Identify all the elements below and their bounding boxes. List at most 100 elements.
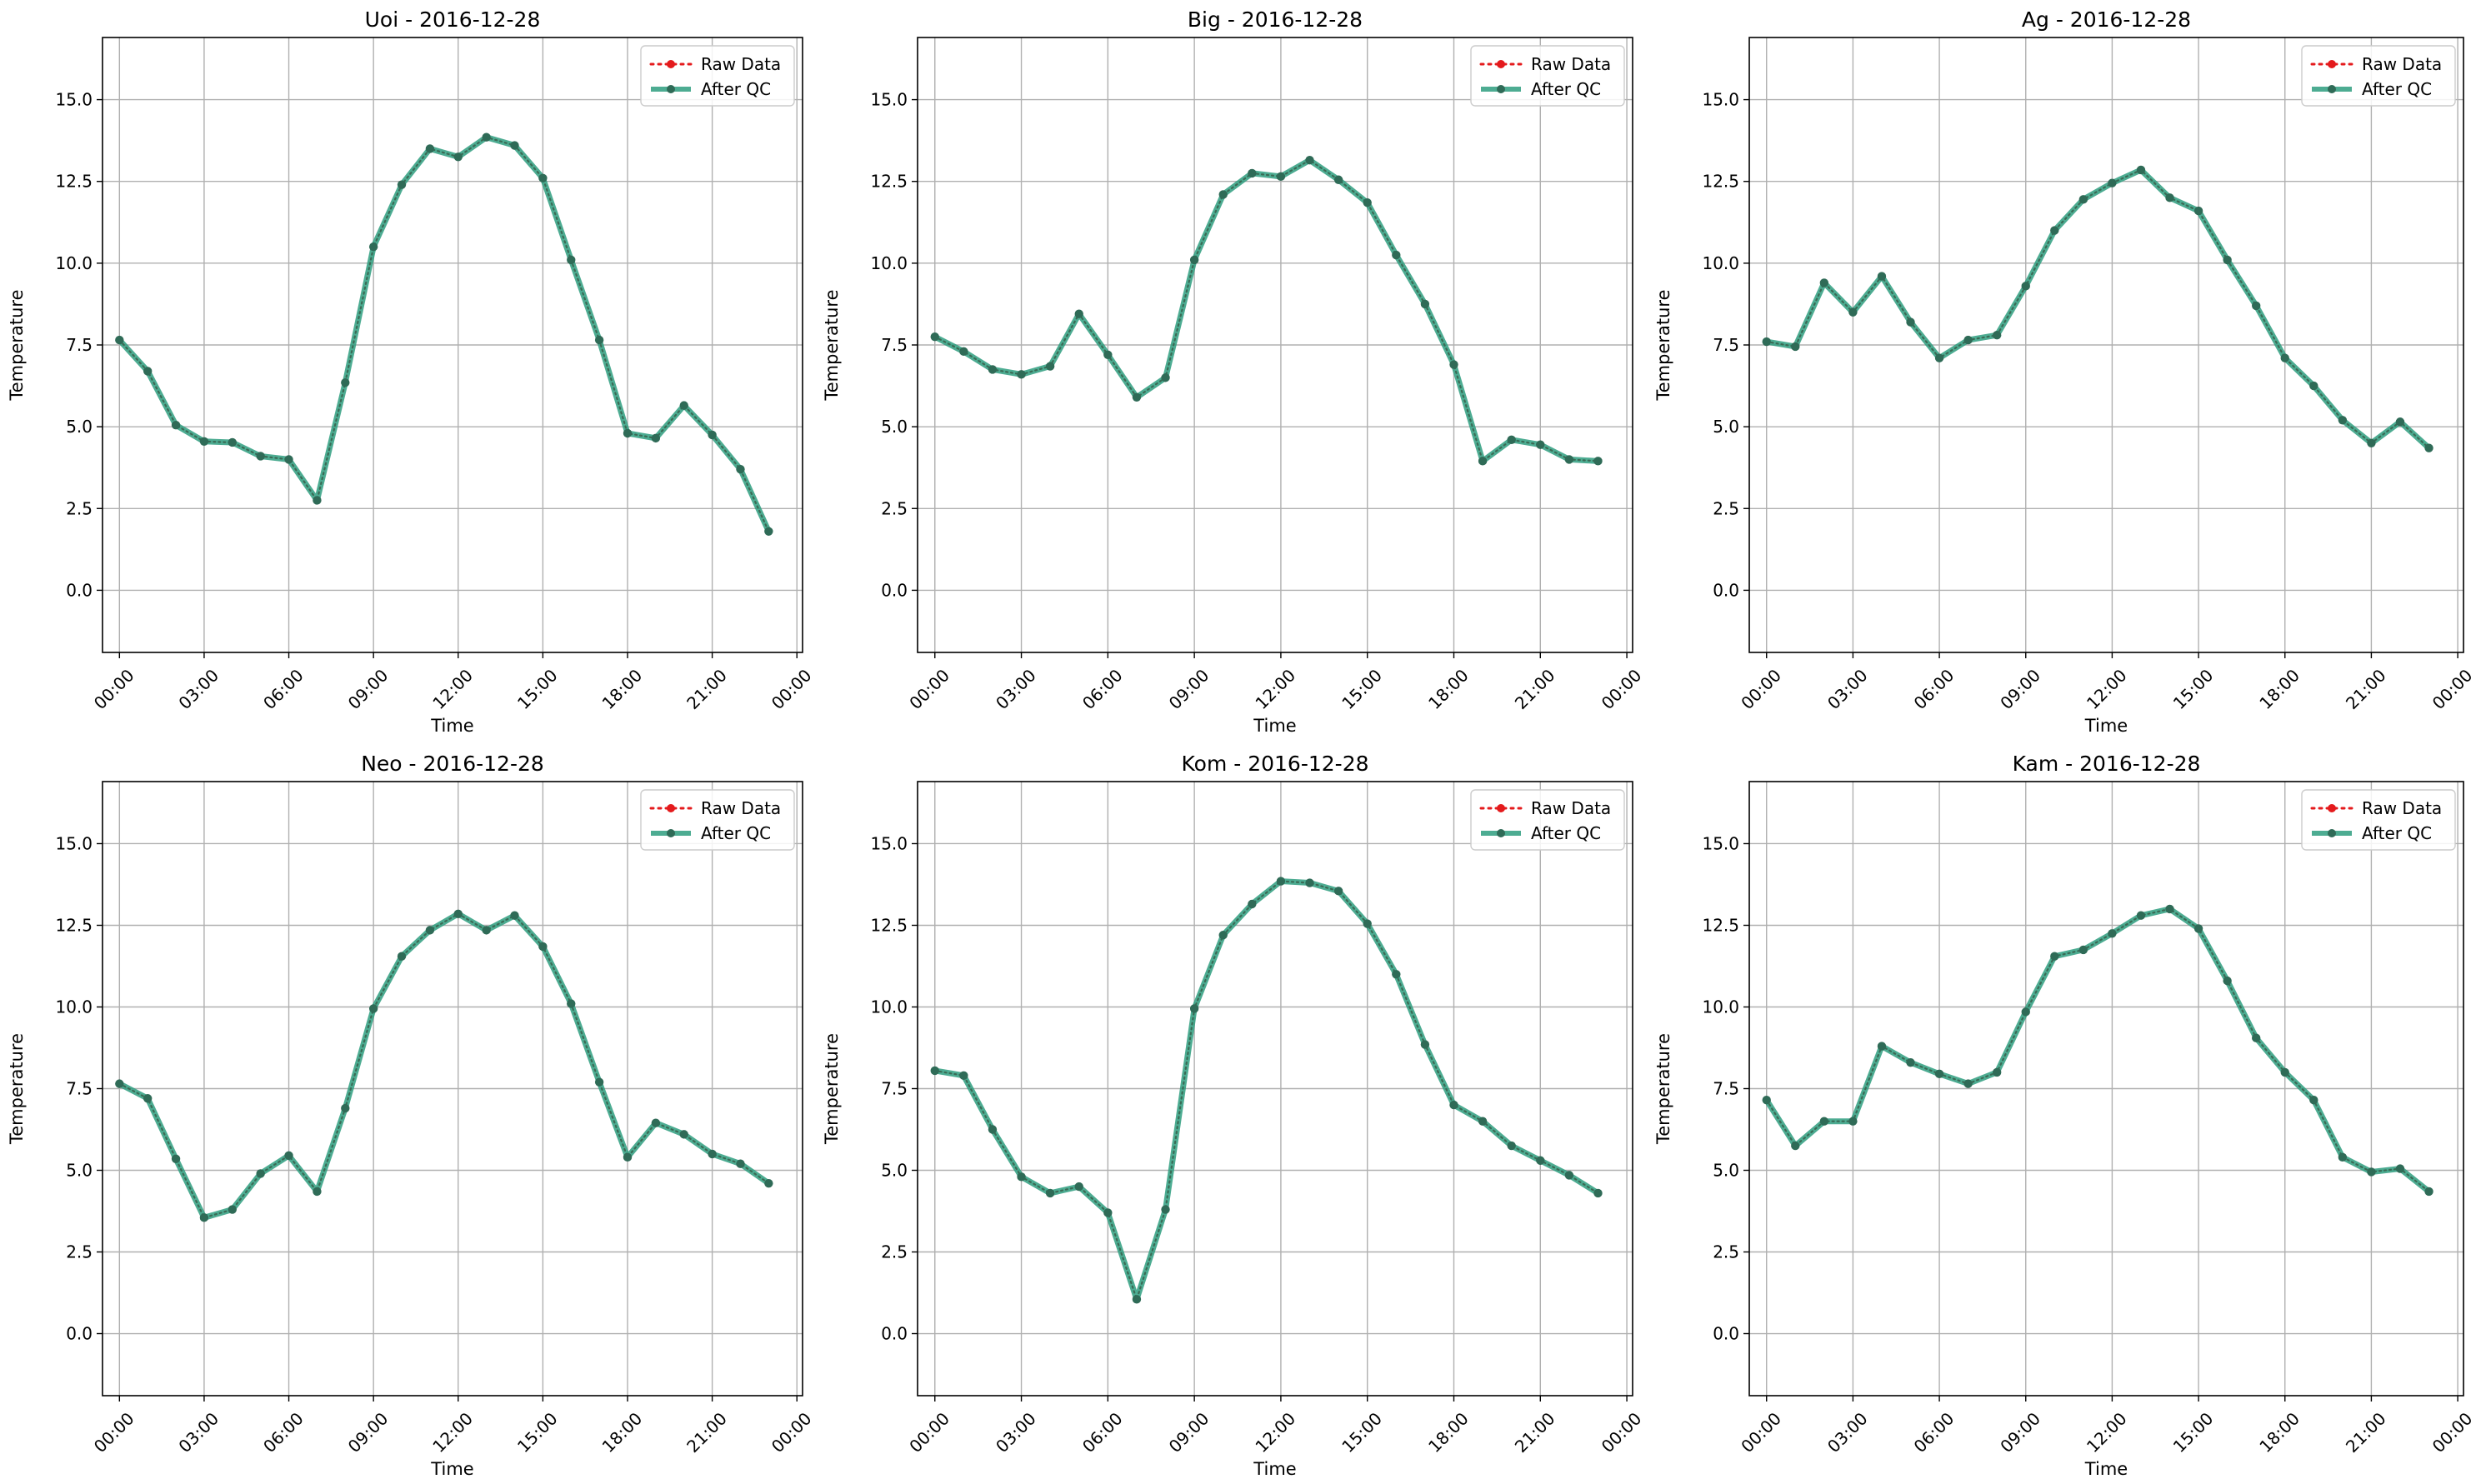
data-point-after-qc [482,926,491,935]
legend-label-after-qc: After QC [701,823,771,843]
y-tick-label: 12.5 [55,915,93,935]
x-tick-label: 12:00 [2083,1408,2131,1457]
data-point-after-qc [1248,899,1257,909]
legend-qc-marker [2328,829,2336,837]
y-tick-label: 10.0 [1702,997,1739,1017]
data-point-after-qc [1132,392,1142,402]
data-point-after-qc [2050,952,2059,961]
legend-label-raw-data: Raw Data [1531,798,1611,818]
data-point-after-qc [510,141,519,150]
x-tick-label: 21:00 [2342,665,2390,713]
data-point-after-qc [2136,165,2146,175]
legend: Raw Data After QC [640,45,795,107]
chart-title: Ag - 2016-12-28 [2022,7,2191,32]
data-point-after-qc [1593,1188,1603,1198]
x-tick-label: 03:00 [1823,665,1872,713]
y-tick-label: 7.5 [1713,1079,1739,1099]
data-point-after-qc [171,420,181,430]
legend-raw-marker [2328,60,2336,68]
y-tick-label: 7.5 [66,335,93,355]
data-point-after-qc [988,1125,998,1134]
data-point-after-qc [538,173,548,182]
chart-title: Uoi - 2016-12-28 [365,7,541,32]
y-tick-label: 10.0 [1702,253,1739,273]
data-point-after-qc [115,335,124,345]
grid-lines [1749,37,2463,652]
data-point-after-qc [1564,1171,1574,1180]
legend-raw-marker [1497,60,1505,68]
data-point-after-qc [930,1066,939,1076]
x-tick-label: 12:00 [428,665,477,713]
y-tick-label: 0.0 [1713,1324,1739,1344]
data-point-after-qc [1507,435,1516,445]
data-point-after-qc [2223,976,2232,986]
data-point-after-qc [2108,178,2117,187]
data-point-after-qc [651,433,661,443]
y-tick-label: 0.0 [66,580,93,600]
y-tick-label: 15.0 [1702,90,1739,110]
data-point-after-qc [736,1159,745,1168]
data-point-after-qc [1045,1188,1055,1198]
data-point-after-qc [594,1077,604,1087]
y-tick-label: 5.0 [1713,417,1739,437]
grid-lines [918,37,1633,652]
data-point-after-qc [1363,919,1372,928]
data-point-after-qc [2280,1067,2289,1077]
y-tick-label: 2.5 [881,498,908,518]
y-tick-label: 5.0 [881,417,908,437]
data-point-after-qc [1564,455,1574,464]
data-point-after-qc [1189,1004,1199,1013]
data-point-after-qc [510,911,519,920]
data-point-after-qc [567,999,576,1008]
data-point-after-qc [1819,1117,1829,1126]
data-point-after-qc [284,1151,293,1161]
x-tick-label: 21:00 [2342,1408,2390,1457]
legend-label-after-qc: After QC [2362,79,2432,99]
data-point-after-qc [959,1071,968,1081]
data-point-after-qc [313,1187,322,1197]
data-point-after-qc [930,332,939,342]
data-point-after-qc [1392,250,1401,260]
x-tick-label: 15:00 [513,665,562,713]
chart-panel-2: 0.0 2.5 5.0 7.5 10.0 12.5 15.0 00:00 03:00 06:00 0… [822,7,1645,736]
data-point-after-qc [228,437,238,447]
x-tick-label: 09:00 [344,1408,393,1457]
y-tick-label: 10.0 [870,253,908,273]
data-point-after-qc [567,255,576,265]
data-point-after-qc [482,132,491,142]
x-tick-label: 06:00 [1078,665,1127,713]
series-line-after-qc [116,911,772,1221]
chart-title: Kam - 2016-12-28 [2013,752,2201,776]
y-tick-label: 10.0 [55,997,93,1017]
data-point-after-qc [1992,1067,2002,1077]
x-axis-label: Time [1253,1459,1296,1479]
y-axis-label: Temperature [7,289,27,401]
x-tick-label: 03:00 [992,665,1040,713]
y-axis-label: Temperature [7,1033,27,1145]
data-point-after-qc [2251,301,2261,311]
y-tick-label: 15.0 [55,90,93,110]
x-tick-label: 00:00 [90,665,138,713]
data-point-after-qc [1848,1117,1858,1126]
x-tick-label: 06:00 [1910,1408,1958,1457]
y-axis-label: Temperature [822,1033,842,1145]
data-point-after-qc [1791,1141,1800,1151]
x-tick-label: 06:00 [1078,1408,1127,1457]
data-point-after-qc [764,527,773,536]
data-point-after-qc [1333,887,1343,896]
legend: Raw Data After QC [1470,789,1625,851]
y-tick-label: 7.5 [66,1079,93,1099]
y-tick-label: 2.5 [66,1242,93,1262]
data-point-after-qc [2338,416,2348,425]
data-point-after-qc [1848,307,1858,317]
data-point-after-qc [341,1103,350,1113]
x-tick-label: 00:00 [2428,665,2477,713]
chart-title: Big - 2016-12-28 [1188,7,1363,32]
data-point-after-qc [2309,381,2318,391]
data-point-after-qc [623,428,633,438]
y-tick-label: 12.5 [55,172,93,192]
x-axis-label: Time [2084,1459,2128,1479]
series-line-after-qc [1763,167,2433,452]
data-point-after-qc [1762,1096,1771,1105]
